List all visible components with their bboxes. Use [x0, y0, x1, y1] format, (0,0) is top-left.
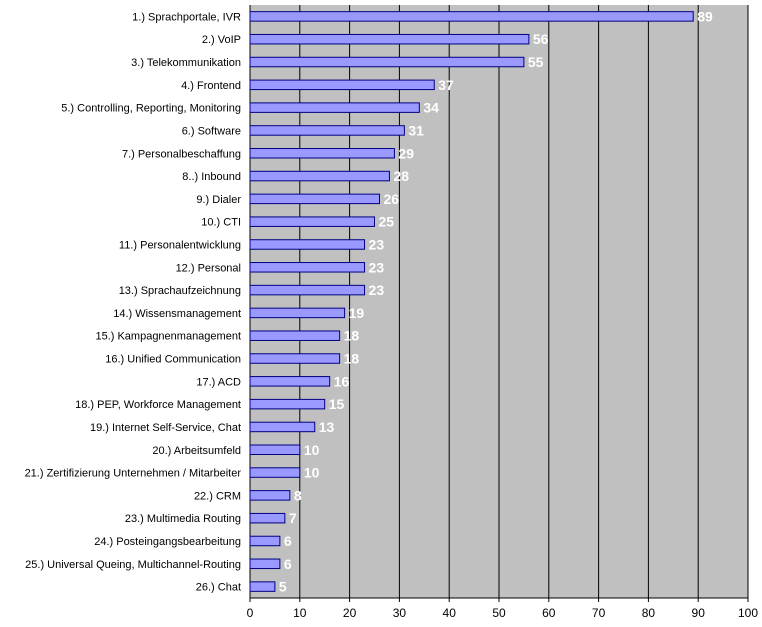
- category-label: 4.) Frontend: [181, 80, 241, 92]
- bar-19: [249, 421, 316, 433]
- category-label: 8..) Inbound: [182, 171, 241, 183]
- bar-5: [249, 102, 420, 113]
- category-label: 21.) Zertifizierung Unternehmen / Mitarb…: [25, 468, 242, 480]
- x-tick-label: 50: [492, 606, 506, 620]
- category-label: 3.) Telekommunikation: [131, 57, 241, 69]
- bar-3: [249, 56, 525, 68]
- value-label: 5: [279, 579, 287, 595]
- bar-9: [249, 193, 380, 205]
- value-label: 23: [369, 236, 385, 252]
- bar-14: [249, 307, 346, 319]
- category-label: 13.) Sprachaufzeichnung: [119, 285, 241, 297]
- value-label: 31: [408, 122, 424, 138]
- category-label: 2.) VoIP: [202, 34, 241, 46]
- x-tick-label: 100: [738, 606, 758, 620]
- category-label: 16.) Unified Communication: [105, 354, 241, 366]
- category-label: 20.) Arbeitsumfeld: [152, 445, 241, 457]
- value-label: 34: [423, 100, 439, 116]
- bar-23: [249, 512, 286, 524]
- bar-25: [249, 558, 281, 570]
- bar-7: [249, 148, 395, 159]
- x-tick-label: 20: [343, 606, 357, 620]
- bar-12: [249, 262, 366, 273]
- category-label: 1.) Sprachportale, IVR: [132, 11, 241, 23]
- value-label: 10: [304, 442, 320, 458]
- bar-4: [249, 79, 435, 91]
- bar-10: [249, 216, 375, 227]
- x-tick-label: 30: [393, 606, 407, 620]
- category-label: 14.) Wissensmanagement: [113, 308, 241, 320]
- bar-21: [249, 467, 301, 478]
- x-tick-label: 80: [642, 606, 656, 620]
- value-label: 28: [393, 168, 409, 184]
- category-labels: 1.) Sprachportale, IVR 2.) VoIP 3.) Teleko…: [25, 11, 242, 593]
- category-label: 15.) Kampagnenmanagement: [95, 331, 241, 343]
- bar-24: [249, 535, 281, 547]
- category-label: 10.) CTI: [201, 217, 241, 229]
- x-tick-label: 90: [692, 606, 706, 620]
- value-label: 7: [289, 510, 297, 526]
- x-tick-label: 60: [542, 606, 556, 620]
- value-label: 6: [284, 533, 292, 549]
- bar-18: [249, 398, 326, 410]
- bar-22: [249, 490, 291, 501]
- category-label: 19.) Internet Self-Service, Chat: [90, 422, 241, 434]
- value-label: 89: [697, 8, 713, 24]
- bar-2: [249, 33, 530, 45]
- category-label: 7.) Personalbeschaffung: [122, 148, 241, 160]
- value-label: 15: [329, 396, 345, 412]
- category-label: 12.) Personal: [176, 262, 241, 274]
- bar-16: [249, 353, 341, 364]
- value-label: 55: [528, 54, 544, 70]
- value-label: 25: [379, 214, 395, 230]
- category-label: 17.) ACD: [196, 376, 241, 388]
- category-label: 23.) Multimedia Routing: [125, 513, 241, 525]
- category-label: 6.) Software: [182, 125, 241, 137]
- category-label: 24.) Posteingangsbearbeitung: [94, 536, 241, 548]
- bar-8: [249, 170, 390, 182]
- bar-17: [249, 376, 331, 387]
- x-tick-label: 10: [293, 606, 307, 620]
- bar-20: [249, 444, 301, 455]
- category-label: 25.) Universal Queing, Multichannel-Rout…: [25, 559, 241, 571]
- bar-11: [249, 239, 366, 250]
- value-label: 13: [319, 419, 335, 435]
- value-label: 56: [533, 31, 549, 47]
- value-label: 10: [304, 465, 320, 481]
- bar-13: [249, 284, 366, 296]
- value-label: 18: [344, 351, 360, 367]
- value-label: 18: [344, 328, 360, 344]
- category-label: 18.) PEP, Workforce Management: [75, 399, 241, 411]
- value-label: 6: [284, 556, 292, 572]
- bar-26: [249, 581, 276, 592]
- bar-6: [249, 125, 405, 136]
- category-label: 11.) Personalentwicklung: [119, 239, 241, 251]
- value-label: 16: [334, 373, 350, 389]
- value-label: 29: [398, 145, 414, 161]
- x-tick-label: 40: [443, 606, 457, 620]
- category-label: 5.) Controlling, Reporting, Monitoring: [61, 103, 241, 115]
- category-label: 9.) Dialer: [196, 194, 241, 206]
- x-tick-label: 0: [247, 606, 254, 620]
- category-label: 26.) Chat: [196, 582, 241, 594]
- category-label: 22.) CRM: [194, 490, 241, 502]
- bar-1: [249, 11, 694, 22]
- value-label: 37: [438, 77, 454, 93]
- x-tick-label: 70: [592, 606, 606, 620]
- value-label: 23: [369, 282, 385, 298]
- value-label: 26: [383, 191, 399, 207]
- value-label: 23: [369, 259, 385, 275]
- value-labels: 8956553734312928262523232319181816151310…: [279, 8, 713, 594]
- bars: [249, 11, 694, 592]
- value-label: 8: [294, 487, 302, 503]
- x-axis: 0 10 20 30 40 50 60 70 80 90 100: [247, 597, 758, 620]
- value-label: 19: [349, 305, 365, 321]
- bar-15: [249, 330, 341, 341]
